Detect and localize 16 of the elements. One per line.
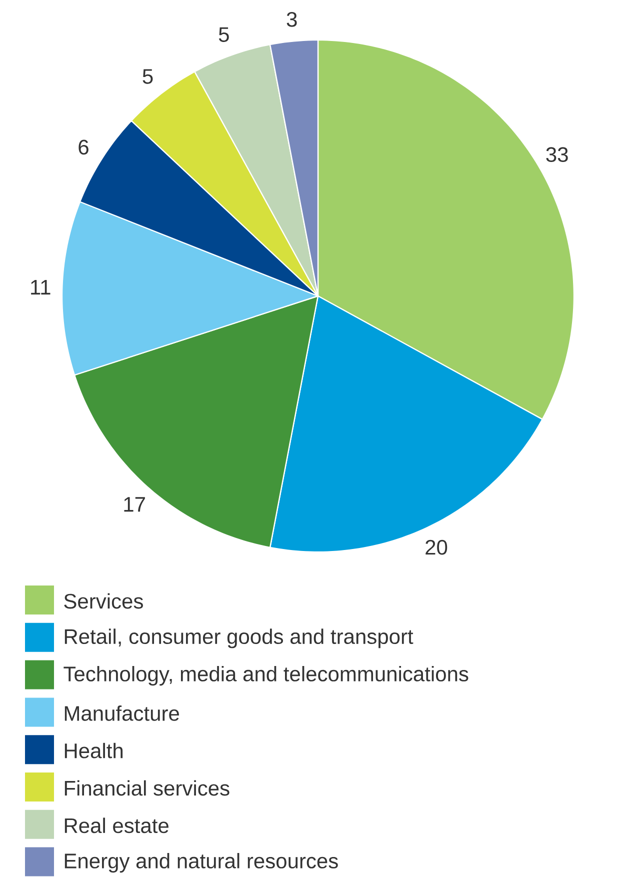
legend-label: Services (64, 593, 143, 609)
data-label: 6 (78, 140, 88, 155)
data-label: 11 (31, 280, 50, 294)
legend-label: Retail, consumer goods and transport (64, 628, 414, 648)
data-label: 17 (124, 497, 145, 512)
legend-label: Health (64, 742, 123, 758)
data-label: 33 (546, 147, 568, 162)
data-label: 3 (286, 12, 297, 27)
data-label: 5 (218, 27, 229, 42)
data-label: 5 (142, 69, 153, 84)
data-label: 20 (426, 540, 448, 555)
legend-label: Technology, media and telecommunications (64, 666, 468, 686)
legend-label: Real estate (64, 818, 168, 834)
legend-label: Manufacture (64, 705, 179, 721)
legend-label: Energy and natural resources (64, 853, 338, 873)
legend-label: Financial services (64, 780, 230, 796)
